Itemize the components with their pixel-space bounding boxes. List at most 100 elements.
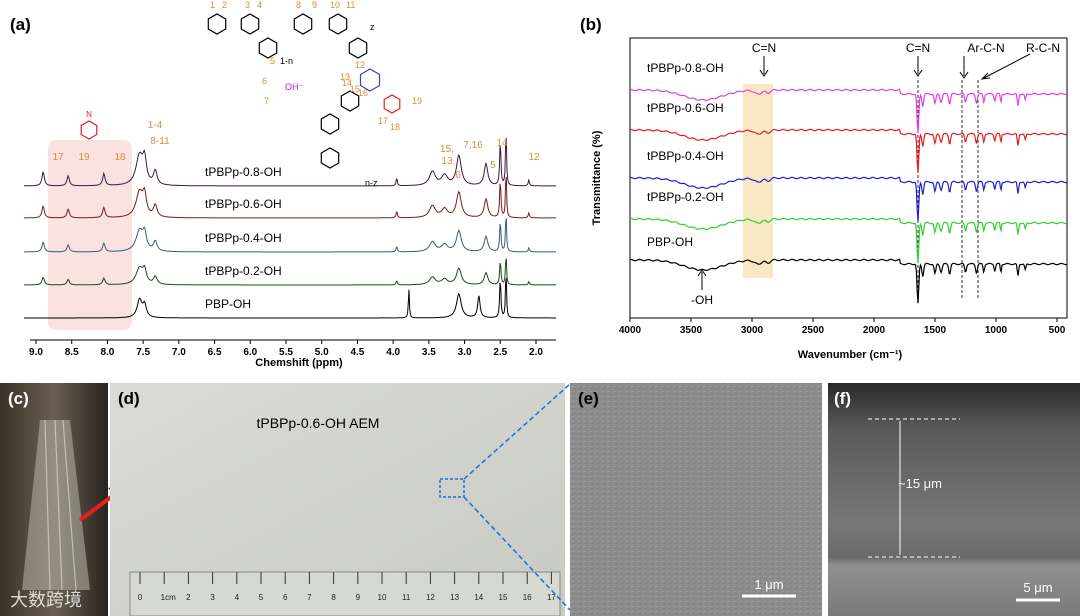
ruler-label: 1cm [161, 593, 176, 602]
scale-label: 5 μm [1023, 580, 1052, 595]
tick-label: 6.5 [208, 347, 222, 358]
ruler-label: 15 [499, 593, 508, 602]
atom-label: 17 [378, 116, 388, 126]
scale-label: 1 μm [754, 577, 783, 592]
ruler-label: 2 [186, 593, 191, 602]
ring [258, 37, 278, 59]
atom-label: 2 [222, 0, 227, 10]
spectrum [629, 128, 1067, 174]
arrow [980, 53, 1031, 80]
ring [328, 13, 348, 35]
atom-label: 15 [350, 84, 360, 94]
spectrum [24, 278, 556, 319]
trace-label: tPBPp-0.2-OH [647, 190, 724, 204]
atom-label: 18 [390, 122, 400, 132]
ring [320, 113, 340, 135]
ring [348, 37, 368, 59]
tick-label: 4.0 [386, 347, 400, 358]
tick-label: 3.0 [458, 347, 472, 358]
atom: N [86, 110, 92, 119]
tick-label: 3500 [680, 325, 703, 336]
tick-label: 2500 [802, 325, 825, 336]
ring [383, 94, 401, 114]
atom-label: 10 [330, 0, 340, 10]
trace-label: tPBPp-0.4-OH [647, 149, 724, 163]
atom-label: 11 [346, 0, 355, 10]
zoom-box [439, 478, 465, 498]
tick-label: 4.5 [350, 347, 364, 358]
trace-label: tPBPp-0.6-OH [647, 101, 724, 115]
spectrum [629, 258, 1067, 304]
tick-label: 8.0 [100, 347, 114, 358]
spectrum [24, 177, 556, 219]
peak-label: 8-11 [150, 136, 170, 147]
tick-label: 2.0 [529, 347, 543, 358]
spectrum [24, 218, 556, 253]
x-axis-label: Wavenumber (cm⁻¹) [798, 349, 903, 361]
ring [240, 13, 260, 35]
ruler-label: 3 [210, 593, 215, 602]
tick-label: 2000 [863, 325, 886, 336]
trace-label: tPBPp-0.4-OH [205, 231, 282, 245]
ruler-label: 16 [523, 593, 532, 602]
spectrum [24, 258, 556, 286]
ring [293, 13, 313, 35]
trace-label: PBP-OH [647, 235, 693, 249]
ruler-label: 7 [307, 593, 312, 602]
peak-label: 15, [440, 144, 454, 155]
atom-label: 1 [210, 0, 215, 10]
tick-label: 1500 [924, 325, 947, 336]
peak-label: 1-4 [148, 120, 163, 131]
tick-label: 3.5 [422, 347, 436, 358]
tube-highlight [44, 419, 77, 591]
peak-label: 14 [496, 138, 508, 149]
peak-label: 12 [528, 152, 540, 163]
ruler-label: 13 [450, 593, 459, 602]
atom-label: 1-n [280, 56, 293, 66]
annotation: -OH [691, 293, 713, 307]
tick-label: 2.5 [493, 347, 507, 358]
atom-label: z [370, 22, 375, 32]
arrow [913, 56, 923, 77]
peak-label: 13 [441, 156, 453, 167]
spectrum [629, 176, 1067, 222]
atom-label: 7 [264, 96, 269, 106]
atom-label: 12 [355, 60, 365, 70]
arrow [697, 269, 707, 290]
highlight [48, 140, 132, 330]
panel-label: (b) [580, 15, 602, 34]
spectrum [629, 88, 1067, 134]
ring [80, 120, 98, 140]
ruler-label: 8 [331, 593, 336, 602]
trace-label: tPBPp-0.8-OH [205, 165, 282, 179]
ring [340, 90, 360, 112]
ruler-label: 0 [138, 593, 143, 602]
plot-frame [629, 37, 1068, 319]
atom-label: 16 [358, 88, 368, 98]
tick-label: 5.0 [315, 347, 329, 358]
annotation: Ar-C-N [967, 41, 1004, 55]
tick-label: 500 [1049, 325, 1066, 336]
tick-label: 4000 [619, 325, 642, 336]
peak-label: 7,16 [463, 140, 483, 151]
x-axis-label: Chemshift (ppm) [255, 357, 343, 369]
ruler-label: 14 [474, 593, 483, 602]
ring [320, 147, 340, 169]
sem-surface [570, 383, 822, 616]
trace-label: PBP-OH [205, 297, 251, 311]
annotation: R-C-N [1026, 41, 1060, 55]
trace-label: tPBPp-0.6-OH [205, 197, 282, 211]
tick-label: 7.5 [136, 347, 150, 358]
peak-label: 19 [78, 152, 90, 163]
panel-label: (a) [10, 15, 31, 34]
ruler-label: 4 [235, 593, 240, 602]
peak-label: 6 [455, 170, 461, 181]
atom-label: 5 [270, 56, 275, 66]
caption: tPBPp-0.6-OH AEM [257, 415, 380, 431]
atom-label: 14 [342, 78, 352, 88]
trace-label: tPBPp-0.2-OH [205, 264, 282, 278]
ruler-label: 10 [378, 593, 387, 602]
zoom-lines [463, 383, 571, 611]
tick-label: 3000 [741, 325, 764, 336]
ruler-label: 5 [259, 593, 264, 602]
